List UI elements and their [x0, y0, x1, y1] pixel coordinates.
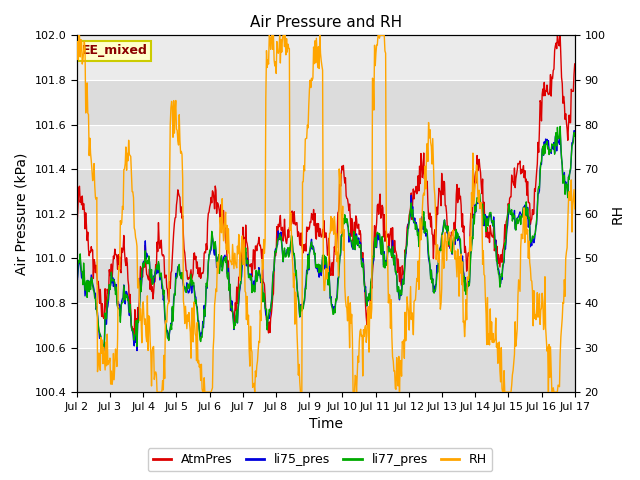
Bar [77, 214, 575, 258]
Legend: AtmPres, li75_pres, li77_pres, RH: AtmPres, li75_pres, li77_pres, RH [148, 448, 492, 471]
Bar [77, 169, 575, 214]
Text: EE_mixed: EE_mixed [82, 44, 148, 57]
Title: Air Pressure and RH: Air Pressure and RH [250, 15, 402, 30]
Bar [77, 80, 575, 124]
Bar [77, 124, 575, 169]
Bar [77, 258, 575, 303]
Y-axis label: Air Pressure (kPa): Air Pressure (kPa) [15, 153, 29, 275]
Y-axis label: RH: RH [611, 204, 625, 224]
X-axis label: Time: Time [308, 418, 343, 432]
Bar [77, 348, 575, 392]
Bar [77, 303, 575, 348]
Bar [77, 36, 575, 80]
